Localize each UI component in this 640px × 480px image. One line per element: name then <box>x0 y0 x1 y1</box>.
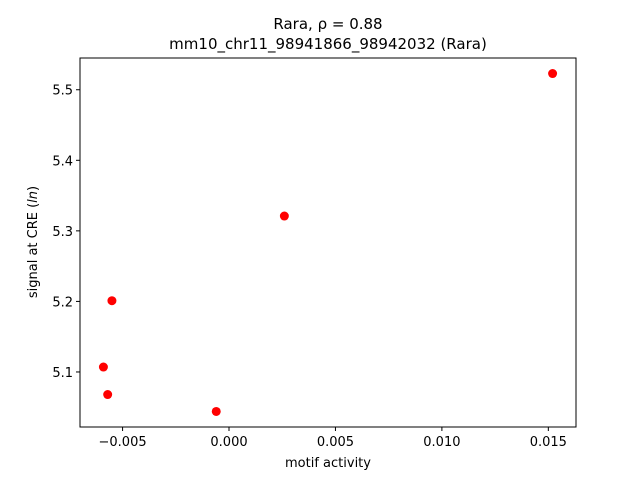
plot-frame <box>79 57 577 428</box>
scatter-point <box>103 390 113 400</box>
scatter-point <box>279 211 289 221</box>
x-axis-label: motif activity <box>285 456 371 471</box>
y-tick-label: 5.1 <box>52 366 73 381</box>
y-tick-label: 5.2 <box>52 295 73 310</box>
x-tick-label: −0.005 <box>99 435 147 450</box>
y-axis-label: signal at CRE (ln) <box>26 186 41 298</box>
y-axis-label-suffix: ) <box>26 186 41 191</box>
scatter-point <box>211 406 221 416</box>
y-tick-label: 5.4 <box>52 154 73 169</box>
x-tick-label: 0.005 <box>317 435 354 450</box>
y-axis-label-italic: ln <box>26 191 41 203</box>
scatter-point <box>548 69 558 79</box>
x-tick-label: 0.000 <box>210 435 247 450</box>
x-tick-label: 0.015 <box>530 435 567 450</box>
scatter-point <box>98 362 108 372</box>
x-tick-label: 0.010 <box>423 435 460 450</box>
x-axis-ticks: −0.005 0.000 0.005 0.010 0.015 <box>99 427 567 450</box>
y-tick-label: 5.3 <box>52 225 73 240</box>
y-axis-label-prefix: signal at CRE ( <box>26 203 41 298</box>
chart-subtitle: mm10_chr11_98941866_98942032 (Rara) <box>169 35 487 54</box>
data-points <box>98 69 558 416</box>
chart-title: Rara, ρ = 0.88 <box>273 15 382 33</box>
y-axis-ticks: 5.1 5.2 5.3 5.4 5.5 <box>52 84 80 381</box>
scatter-point <box>107 296 117 306</box>
y-tick-label: 5.5 <box>52 84 73 99</box>
